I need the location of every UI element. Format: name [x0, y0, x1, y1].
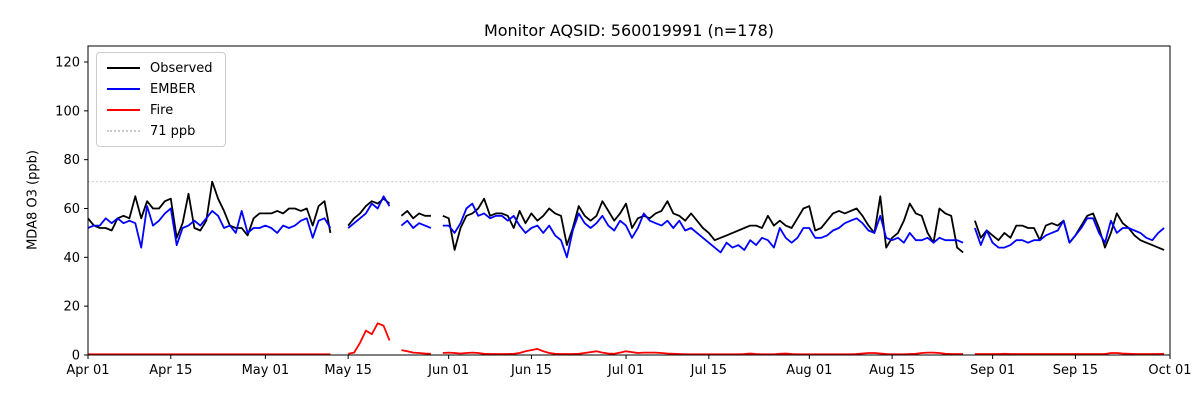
legend-item-threshold: 71 ppb	[107, 123, 213, 139]
legend-line-fire-icon	[107, 109, 140, 111]
legend-item-observed: Observed	[107, 60, 213, 76]
y-tick-label: 80	[63, 153, 80, 168]
x-tick-label: Aug 15	[869, 363, 915, 378]
x-tick-label: Jun 15	[510, 363, 552, 378]
ember-line	[87, 195, 1165, 259]
x-tick-label: May 01	[242, 363, 290, 378]
legend-label-fire: Fire	[150, 102, 174, 118]
y-axis-label: MDA8 O3 (ppb)	[25, 150, 41, 250]
legend: Observed EMBER Fire 71 ppb	[96, 52, 226, 147]
y-tick-label: 20	[63, 300, 80, 315]
legend-label-threshold: 71 ppb	[150, 123, 196, 139]
legend-line-ember-icon	[107, 88, 140, 90]
x-tick-label: Sep 15	[1053, 363, 1098, 378]
fire-line	[88, 322, 1165, 356]
x-tick-label: May 15	[324, 363, 372, 378]
x-tick-label: Jul 15	[690, 363, 727, 378]
axes-frame	[87, 45, 1171, 356]
x-tick-label: Aug 01	[786, 363, 832, 378]
chart-title: Monitor AQSID: 560019991 (n=178)	[483, 21, 775, 40]
x-tick-label: Oct 01	[1148, 363, 1191, 378]
legend-item-fire: Fire	[107, 102, 213, 118]
y-tick-label: 60	[63, 202, 80, 217]
x-tick-label: Jul 01	[607, 363, 644, 378]
x-tick-label: Jun 01	[427, 363, 469, 378]
y-tick-label: 40	[63, 251, 80, 266]
legend-item-ember: EMBER	[107, 81, 213, 97]
y-tick-label: 100	[55, 104, 80, 119]
legend-label-ember: EMBER	[150, 81, 196, 97]
x-tick-label: Sep 01	[970, 363, 1015, 378]
x-tick-label: Apr 01	[66, 363, 109, 378]
y-tick-label: 120	[55, 56, 80, 71]
legend-line-threshold-icon	[107, 130, 140, 132]
observed-line	[87, 180, 1165, 254]
legend-label-observed: Observed	[150, 60, 213, 76]
x-tick-label: Apr 15	[149, 363, 192, 378]
y-tick-label: 0	[72, 349, 80, 364]
legend-line-observed-icon	[107, 67, 140, 69]
